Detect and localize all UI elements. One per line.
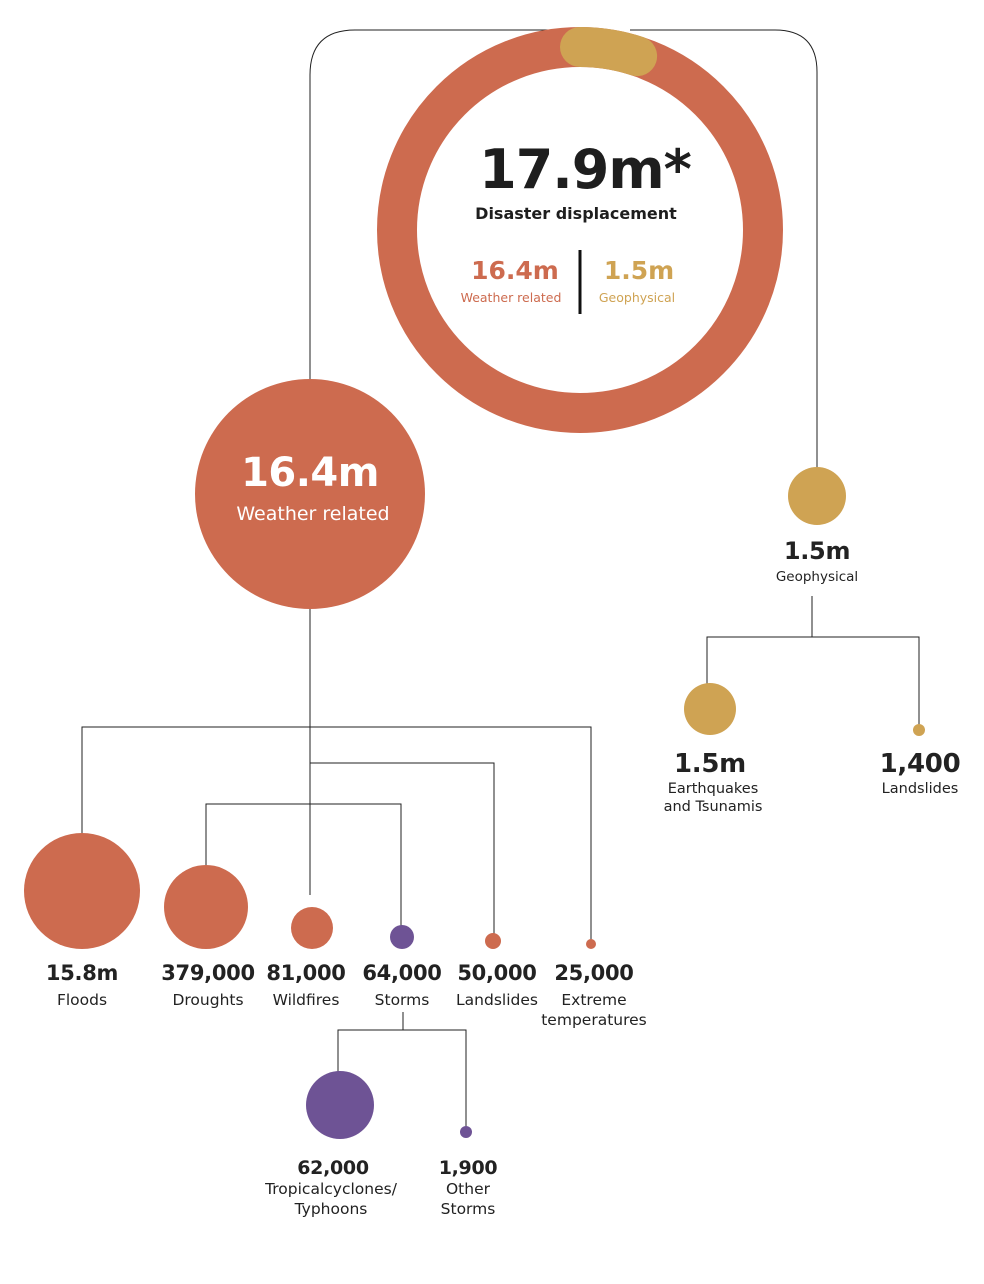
wildfires-node (291, 907, 333, 949)
donut-geophysical-segment (560, 26, 658, 77)
extreme-temperatures-label-line1: Extreme (561, 991, 627, 1009)
donut-weather-ring (377, 27, 783, 433)
center-geo-label: Geophysical (598, 290, 676, 305)
droughts-node (164, 865, 248, 949)
floods-label: Floods (56, 991, 108, 1009)
weather-node-value: 16.4m (241, 450, 379, 496)
connector-lines (81, 29, 920, 1126)
center-geo-value: 1.5m (603, 256, 675, 285)
storms-value: 64,000 (362, 961, 442, 985)
weather-node-label: Weather related (236, 503, 390, 525)
landslides-node (485, 933, 501, 949)
total-label: Disaster displacement (475, 204, 677, 223)
other-storms-value: 1,900 (438, 1157, 498, 1179)
connector-droughts-storms (205, 803, 402, 926)
other-storms-label-line2: Storms (440, 1200, 496, 1218)
geophysical-node (788, 467, 846, 525)
other-storms-label-line1: Other (445, 1180, 490, 1198)
connector-total-to-geophysical (630, 29, 818, 470)
landslides-value: 50,000 (457, 961, 537, 985)
extreme-temperatures-node (586, 939, 596, 949)
connector-total-to-weather (309, 29, 555, 390)
tropical-cyclones-label-line2: Typhoons (294, 1200, 368, 1218)
floods-node (24, 833, 140, 949)
other-storms-node (460, 1126, 472, 1138)
earthquakes-label-line1: Earthquakes (667, 781, 759, 797)
wildfires-label: Wildfires (272, 991, 340, 1009)
connector-floods-extreme (81, 726, 592, 940)
landslides-label: Landslides (456, 991, 538, 1009)
storms-label: Storms (374, 991, 430, 1009)
connector-landslides (310, 762, 495, 934)
geo-landslides-node (913, 724, 925, 736)
tropical-cyclones-label-line1: Tropicalcyclones/ (265, 1180, 397, 1198)
center-weather-value: 16.4m (471, 256, 559, 285)
wildfires-value: 81,000 (266, 961, 346, 985)
connector-geo-children (706, 596, 920, 725)
weather-node (195, 379, 425, 609)
geophysical-label: Geophysical (775, 569, 859, 585)
tropical-cyclones-node (306, 1071, 374, 1139)
geo-landslides-value: 1,400 (879, 749, 961, 779)
connector-storms-children (337, 1012, 467, 1126)
extreme-temperatures-value: 25,000 (554, 961, 634, 985)
geophysical-value: 1.5m (783, 537, 851, 565)
extreme-temperatures-label-line2: temperatures (541, 1011, 647, 1029)
total-value: 17.9m* (479, 138, 692, 201)
total-donut (377, 26, 783, 433)
droughts-value: 379,000 (161, 961, 255, 985)
center-weather-label: Weather related (460, 290, 562, 305)
geo-landslides-label: Landslides (881, 781, 959, 797)
droughts-label: Droughts (172, 991, 244, 1009)
earthquakes-label-line2: and Tsunamis (663, 799, 763, 815)
floods-value: 15.8m (45, 961, 119, 985)
tropical-cyclones-value: 62,000 (297, 1157, 369, 1179)
earthquakes-value: 1.5m (674, 749, 746, 779)
earthquakes-node (684, 683, 736, 735)
storms-node (390, 925, 414, 949)
